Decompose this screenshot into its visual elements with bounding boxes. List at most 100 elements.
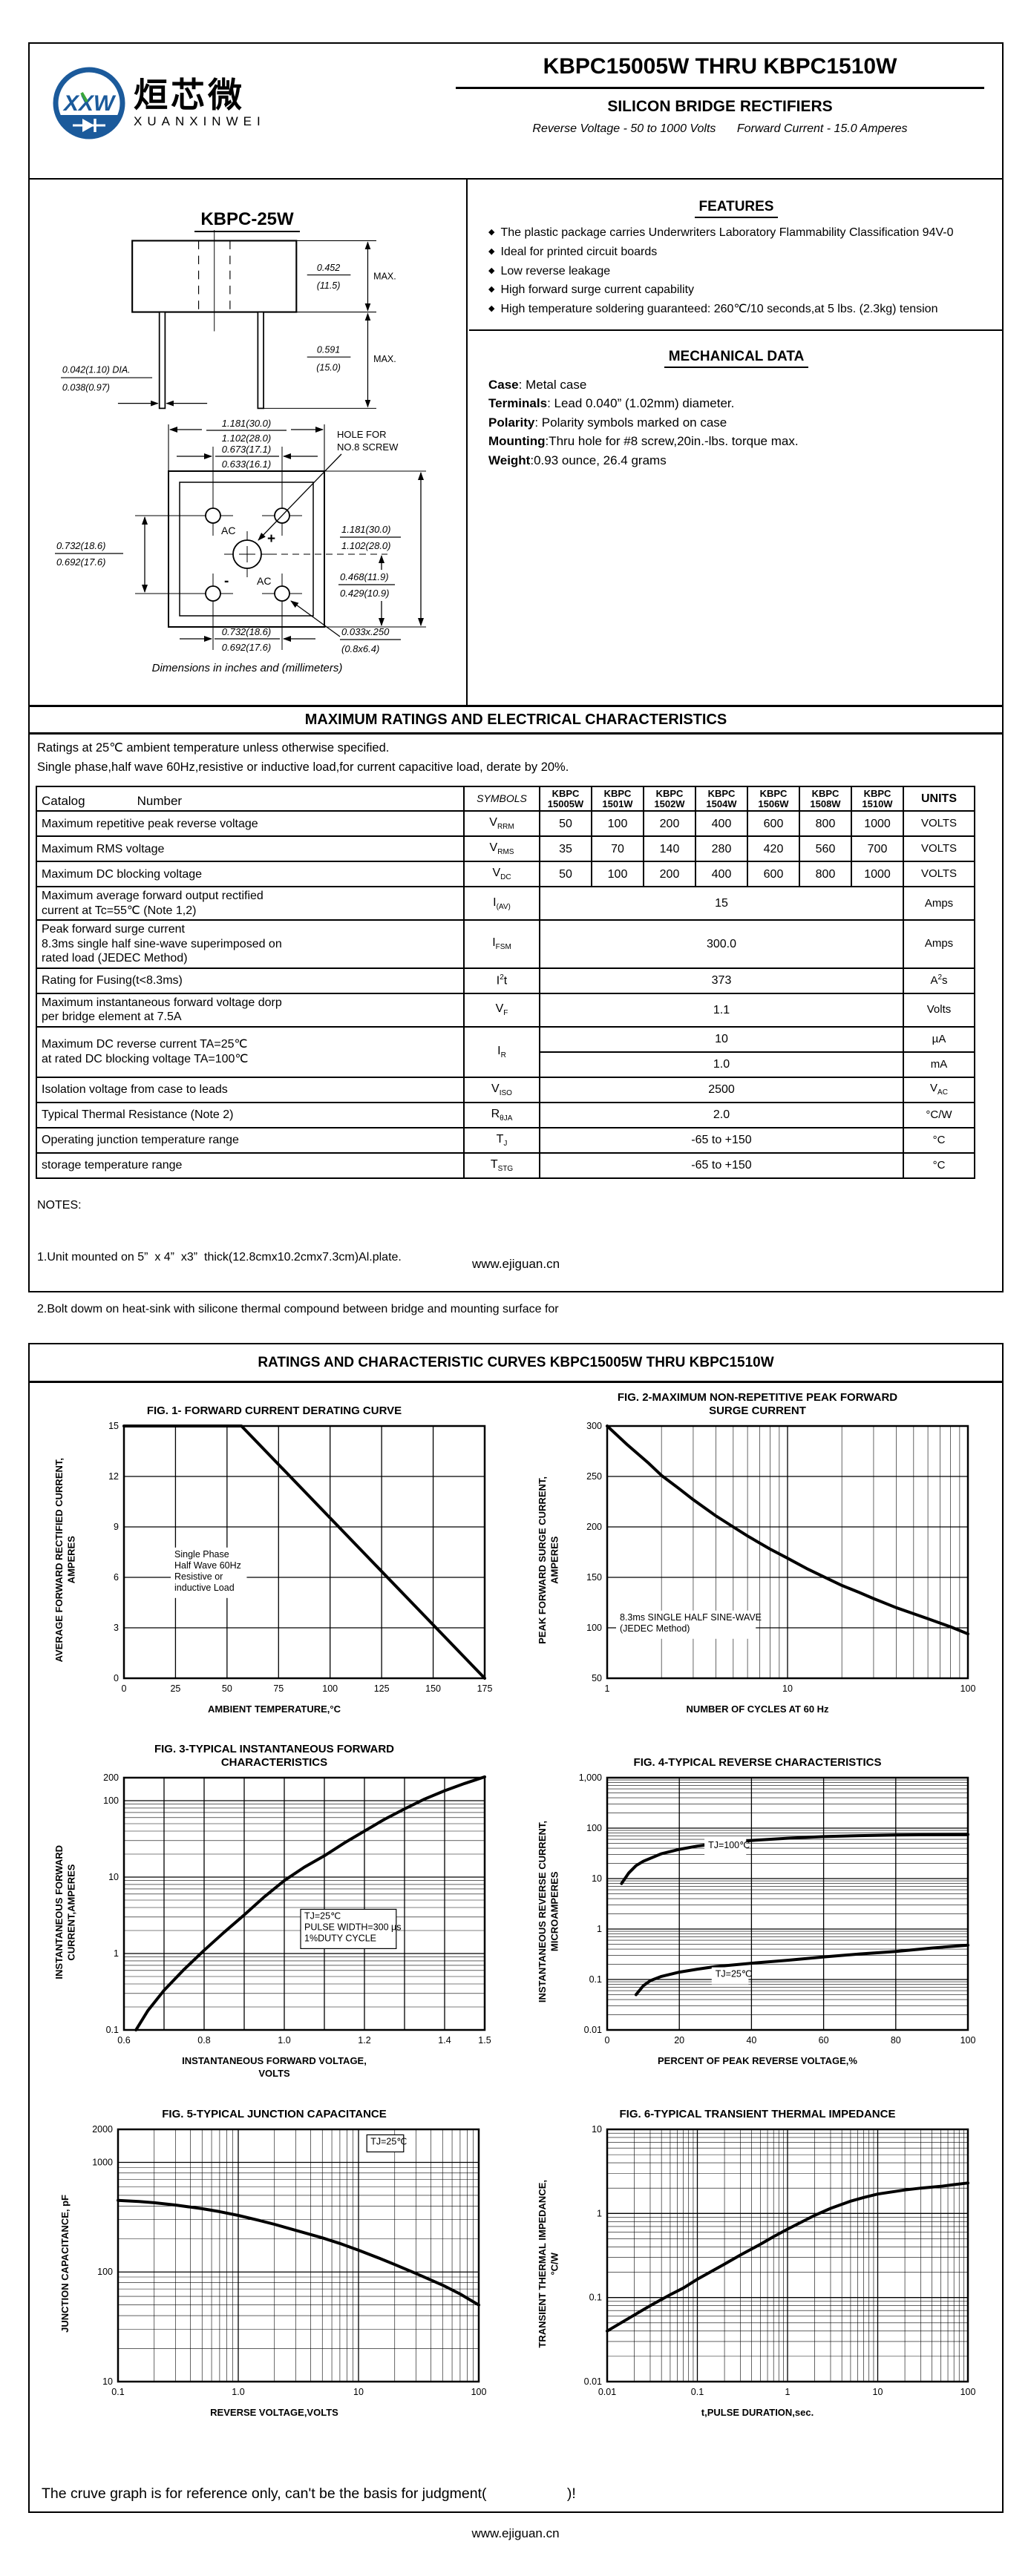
svg-text:1.0: 1.0 xyxy=(232,2387,244,2397)
row-value: 560 xyxy=(799,835,852,863)
figure-title: FIG. 1- FORWARD CURRENT DERATING CURVE xyxy=(146,1404,402,1418)
notes-heading: NOTES: xyxy=(37,1199,82,1212)
row-symbol: TSTG xyxy=(463,1151,540,1179)
row-units: VAC xyxy=(903,1076,975,1103)
dim-top-outer-in: 1.181(30.0) xyxy=(222,418,272,429)
terminal-ac-bottom-label: AC xyxy=(257,575,271,587)
svg-text:6: 6 xyxy=(114,1572,119,1583)
svg-text:15: 15 xyxy=(108,1421,119,1431)
figure-title: FIG. 5-TYPICAL JUNCTION CAPACITANCE xyxy=(162,2108,387,2121)
svg-text:60: 60 xyxy=(818,2035,828,2046)
svg-text:100: 100 xyxy=(960,2387,975,2397)
svg-text:300: 300 xyxy=(586,1421,602,1431)
row-symbol: VRRM xyxy=(463,810,540,838)
svg-text:0.1: 0.1 xyxy=(105,2025,118,2035)
row-parameter-label: Maximum repetitive peak reverse voltage xyxy=(36,810,465,838)
mech-row-case: Case: Metal case xyxy=(488,377,587,392)
ratings-condition-line: Single phase,half wave 60Hz,resistive or… xyxy=(37,760,569,774)
figure-forward-current-derating: FIG. 1- FORWARD CURRENT DERATING CURVE A… xyxy=(35,1389,514,1738)
row-parameter-label: storage temperature range xyxy=(36,1151,465,1179)
svg-text:TJ=25℃: TJ=25℃ xyxy=(716,1969,752,1979)
tick-labels: 0.1 1.0 10 100 10 100 1000 2000 xyxy=(92,2124,486,2397)
svg-text:150: 150 xyxy=(425,1683,441,1694)
svg-text:0.01: 0.01 xyxy=(598,2387,616,2397)
figure-body: TRANSIENT THERMAL IMPEDANCE, °C/W 0.01 0.1… xyxy=(537,2122,978,2405)
row-value: 373 xyxy=(539,967,904,994)
row-value: 2.0 xyxy=(539,1101,904,1128)
svg-text:1.4: 1.4 xyxy=(438,2035,451,2046)
svg-text:10: 10 xyxy=(108,1872,119,1882)
figure-y-axis-label: INSTANTANEOUS FORWARD CURRENT,AMPERES xyxy=(53,1844,77,1979)
dim-top-outer-mm: 1.102(28.0) xyxy=(222,433,272,444)
svg-text:175: 175 xyxy=(477,1683,492,1694)
row-value: 1.0 xyxy=(539,1051,904,1078)
hole-callout-line2: NO.8 SCREW xyxy=(337,441,399,453)
row-symbol: RθJA xyxy=(463,1101,540,1128)
dim-bottom-mm: 0.692(17.6) xyxy=(222,642,272,653)
figure-y-axis-label: AVERAGE FORWARD RECTIFIED CURRENT, AMPERE… xyxy=(53,1458,77,1663)
row-value: 100 xyxy=(591,861,644,888)
svg-text:1,000: 1,000 xyxy=(578,1772,601,1783)
row-value: 1.1 xyxy=(539,992,904,1028)
mech-row-mounting: Mounting:Thru hole for #8 screw,20in.-lb… xyxy=(488,434,799,449)
datasheet-page-2: RATINGS AND CHARACTERISTIC CURVES KBPC15… xyxy=(28,1343,1004,2513)
junction-capacitance-curve xyxy=(116,2198,480,2307)
svg-text:100: 100 xyxy=(103,1795,119,1806)
gridlines xyxy=(606,1425,969,1679)
tick-labels: 0 20 40 60 80 100 0.01 0.1 1 10 100 1,000 xyxy=(578,1772,975,2046)
header-device: KBPC 1502W xyxy=(643,785,696,812)
row-symbol: IFSM xyxy=(463,919,540,969)
logo-text: 烜芯微 XUANXINWEI xyxy=(134,77,266,129)
package-name: KBPC-25W xyxy=(30,209,465,232)
dim-top-inner-mm: 0.633(16.1) xyxy=(222,459,272,470)
svg-text:100: 100 xyxy=(586,1623,602,1633)
row-units: °C/W xyxy=(903,1101,975,1128)
svg-text:0: 0 xyxy=(604,2035,609,2046)
svg-text:50: 50 xyxy=(592,1673,602,1683)
svg-text:0: 0 xyxy=(121,1683,126,1694)
row-symbol: VISO xyxy=(463,1076,540,1103)
row-value: -65 to +150 xyxy=(539,1126,904,1154)
figure-peak-forward-surge-current: FIG. 2-MAXIMUM NON-REPETITIVE PEAK FORWA… xyxy=(518,1389,997,1738)
forward-current-rating: Forward Current - 15.0 Amperes xyxy=(736,122,908,135)
header-device: KBPC 1506W xyxy=(747,785,800,812)
row-value: 600 xyxy=(747,861,800,888)
svg-text:8.3ms SINGLE HALF SINE-WAVE: 8.3ms SINGLE HALF SINE-WAVE xyxy=(620,1612,762,1623)
ratings-table: Catalog Number SYMBOLS KBPC 15005W KBPC 1501W K… xyxy=(36,785,975,1179)
terminal-minus-label: - xyxy=(224,574,229,589)
svg-text:TJ=25℃: TJ=25℃ xyxy=(304,1910,341,1921)
row-parameter-label: Isolation voltage from case to leads xyxy=(36,1076,465,1103)
svg-text:0.6: 0.6 xyxy=(117,2035,130,2046)
gridlines xyxy=(606,1777,969,2031)
header-units: UNITS xyxy=(903,785,975,812)
row-value: -65 to +150 xyxy=(539,1151,904,1179)
figure-x-axis-label: AMBIENT TEMPERATURE,°C xyxy=(207,1703,341,1715)
svg-text:0.1: 0.1 xyxy=(111,2387,124,2397)
svg-text:40: 40 xyxy=(746,2035,756,2046)
plot-border xyxy=(606,2128,969,2383)
logo-xxw-text: XXW xyxy=(62,91,117,116)
row-value: 800 xyxy=(799,861,852,888)
svg-text:20: 20 xyxy=(674,2035,684,2046)
row-value: 600 xyxy=(747,810,800,838)
figure-plot: 0 25 50 75 100 125 150 175 0 3 6 9 12 15 Single PhaseH… xyxy=(108,1421,492,1694)
dim-leg-length-max: MAX. xyxy=(373,354,396,364)
row-parameter-label: Maximum instantaneous forward voltage do… xyxy=(36,992,465,1028)
row-parameter-label: Typical Thermal Resistance (Note 2) xyxy=(36,1101,465,1128)
tick-labels: 0.01 0.1 1 10 100 0.01 0.1 1 10 xyxy=(583,2124,975,2397)
column-divider xyxy=(466,180,468,705)
svg-text:0.1: 0.1 xyxy=(589,1974,601,1985)
row-value: 400 xyxy=(695,861,748,888)
dim-body-height-in: 0.452 xyxy=(317,263,340,273)
row-units: Amps xyxy=(903,886,975,921)
svg-text:1: 1 xyxy=(597,2208,602,2218)
svg-text:12: 12 xyxy=(108,1471,119,1482)
row-units: µA xyxy=(903,1025,975,1053)
title-block: KBPC15005W THRU KBPC1510W SILICON BRIDGE… xyxy=(445,44,995,180)
row-value: 1000 xyxy=(851,861,904,888)
svg-text:75: 75 xyxy=(273,1683,284,1694)
row-value: 200 xyxy=(643,810,696,838)
row-value: 140 xyxy=(643,835,696,863)
tj-25c-curve xyxy=(634,1943,969,1997)
